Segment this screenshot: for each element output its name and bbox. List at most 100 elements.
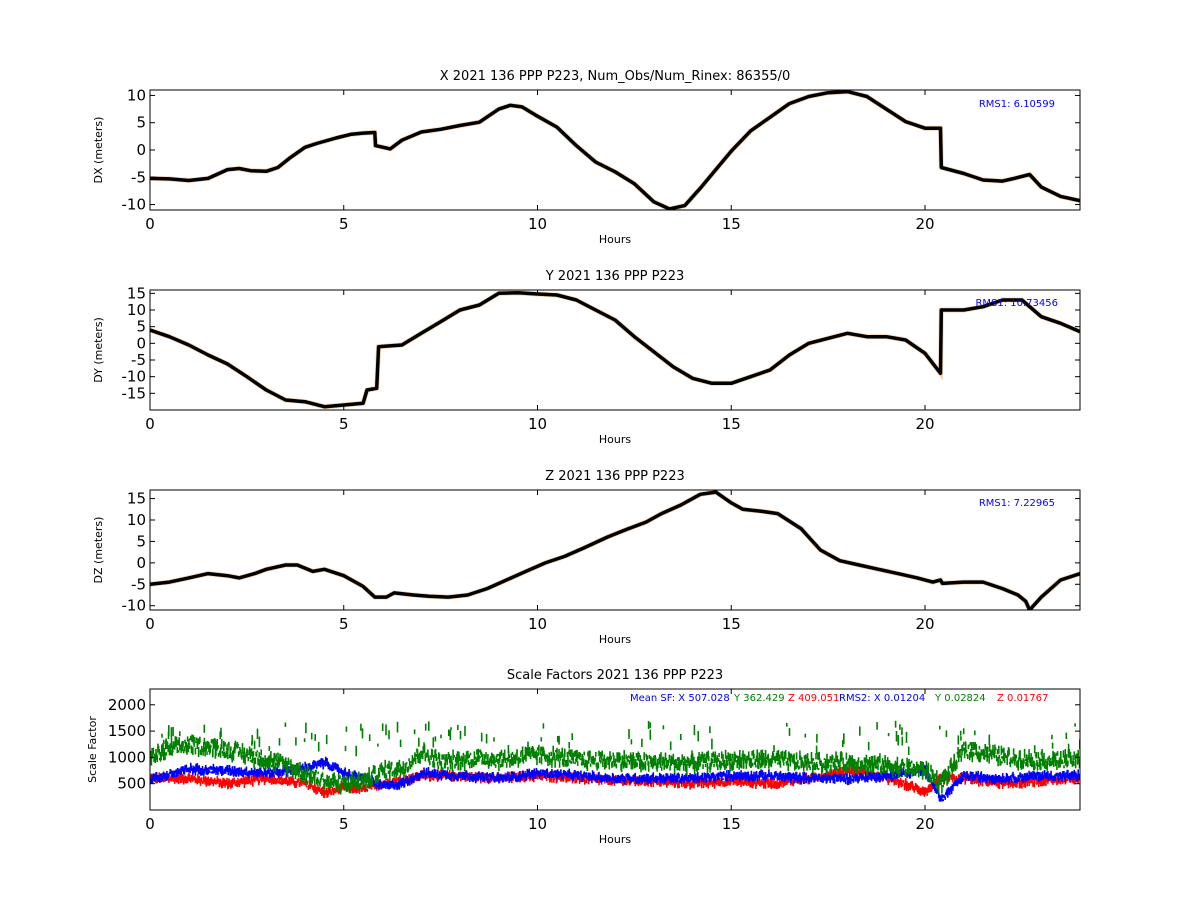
y-tick-label: 10 (127, 86, 146, 104)
y-axis-label: Scale Factor (86, 716, 99, 783)
data-point (477, 755, 481, 759)
y-tick-label: 15 (127, 284, 146, 302)
scale-factor-annotation: Y 0.02824 (934, 693, 986, 704)
scale-factor-annotation: Z 409.051 (788, 693, 839, 704)
data-point (245, 753, 249, 757)
x-axis-label: Hours (599, 233, 631, 246)
data-point (923, 769, 927, 772)
data-point (1001, 776, 1004, 780)
y-tick-label: 500 (117, 775, 146, 793)
x-tick-label: 5 (339, 415, 349, 433)
data-point (303, 771, 307, 775)
y-tick-label: 0 (136, 554, 146, 572)
chart-panel-1: 0 5 10 15 20 10 5 0 -5 -10 X 2021 136 PPP P223, Nu… (92, 69, 1081, 246)
data-point (807, 761, 811, 765)
data-point (729, 758, 733, 762)
data-point (691, 782, 694, 786)
x-tick-label: 15 (722, 815, 741, 833)
data-point (167, 748, 171, 751)
data-point (1039, 758, 1043, 762)
plot-area (150, 290, 1080, 410)
data-point (187, 742, 191, 746)
y-tick-label: 10 (127, 301, 146, 319)
axes-frame (149, 289, 1081, 411)
plot-area (150, 720, 1080, 802)
x-tick-label: 0 (145, 615, 155, 633)
x-tick-label: 5 (339, 615, 349, 633)
data-point (264, 758, 268, 762)
axes-frame (149, 489, 1081, 611)
y-tick-label: 0 (136, 141, 146, 159)
x-axis-label: Hours (599, 833, 631, 846)
data-point (923, 790, 927, 794)
y-tick-label: 15 (127, 490, 146, 508)
data-point (322, 791, 326, 795)
series-line-halo (150, 490, 1080, 610)
data-point (322, 779, 326, 783)
data-point (768, 774, 772, 778)
y-tick-label: -10 (122, 597, 147, 615)
x-tick-label: 0 (145, 215, 155, 233)
scale-factor-annotation: RMS2: X 0.01204 (839, 693, 925, 704)
x-tick-label: 0 (145, 415, 155, 433)
y-tick-label: 0 (136, 334, 146, 352)
data-point (981, 750, 985, 754)
y-tick-label: 2000 (108, 696, 146, 714)
data-point (497, 758, 501, 762)
data-point (226, 769, 229, 772)
data-point (536, 771, 539, 775)
data-point (884, 774, 888, 778)
data-point (846, 761, 849, 765)
data-point (361, 779, 365, 783)
x-tick-label: 10 (528, 215, 547, 233)
data-point (458, 758, 462, 762)
data-point (342, 771, 346, 775)
data-point (652, 776, 656, 780)
data-point (264, 771, 268, 775)
x-tick-label: 20 (915, 815, 934, 833)
y-axis-label: DY (meters) (92, 317, 105, 382)
x-tick-label: 20 (915, 615, 934, 633)
y-tick-label: 10 (127, 511, 146, 529)
x-tick-label: 10 (528, 615, 547, 633)
data-point (187, 776, 191, 780)
x-tick-label: 15 (722, 215, 741, 233)
y-axis-label: DZ (meters) (92, 517, 105, 584)
x-tick-label: 20 (915, 415, 934, 433)
y-axis-label: DX (meters) (92, 117, 105, 184)
chart-title: X 2021 136 PPP P223, Num_Obs/Num_Rinex: … (440, 69, 791, 84)
y-tick-label: -10 (122, 196, 147, 214)
data-point (439, 761, 443, 765)
data-point (768, 758, 772, 762)
rms-annotation: RMS1: 7.22965 (979, 498, 1055, 509)
data-point (939, 798, 942, 801)
scale-factor-annotation: Y 362.429 (733, 693, 785, 704)
data-point (939, 782, 942, 786)
data-point (613, 776, 617, 780)
y-tick-label: -15 (122, 384, 147, 402)
data-point (381, 769, 384, 772)
x-tick-label: 10 (528, 815, 547, 833)
scale-factor-annotation: Z 0.01767 (997, 693, 1048, 704)
chart-panel-4: 0 5 10 15 20 2000 1500 1000 500 Scale Factors 202… (86, 668, 1081, 846)
x-tick-label: 5 (339, 215, 349, 233)
y-tick-label: 5 (136, 114, 146, 132)
x-tick-label: 15 (722, 415, 741, 433)
y-tick-label: -5 (131, 575, 146, 593)
data-point (419, 750, 423, 754)
data-point (574, 774, 578, 778)
series-line (150, 290, 1080, 409)
chart-panel-3: 0 5 10 15 20 15 10 5 0 -5 -10 Z 2021 136 PPP P223 Ho… (92, 469, 1081, 646)
y-tick-label: 5 (136, 318, 146, 336)
data-point (322, 761, 326, 765)
data-point (846, 776, 849, 780)
data-point (1001, 755, 1004, 759)
data-point (691, 761, 694, 765)
chart-title: Z 2021 136 PPP P223 (545, 469, 685, 484)
y-tick-label: -5 (131, 351, 146, 369)
y-tick-label: -10 (122, 368, 147, 386)
y-tick-label: -5 (131, 168, 146, 186)
data-point (226, 748, 229, 751)
